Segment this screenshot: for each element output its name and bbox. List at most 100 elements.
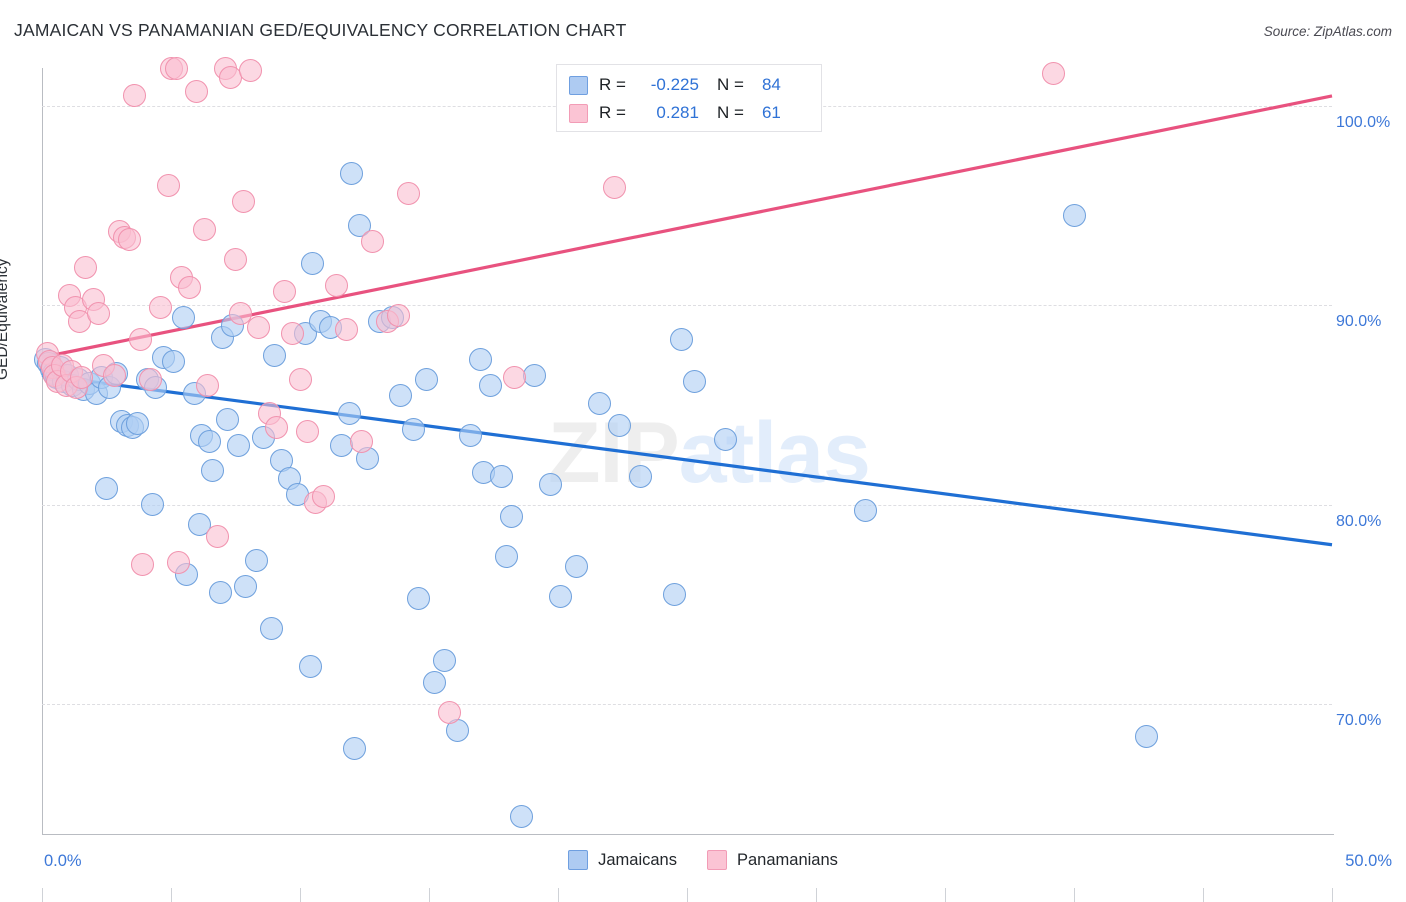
data-point-j[interactable] <box>389 383 413 407</box>
data-point-j[interactable] <box>608 413 632 437</box>
data-point-p[interactable] <box>265 415 289 439</box>
data-point-j[interactable] <box>714 427 738 451</box>
data-point-j[interactable] <box>670 327 694 351</box>
data-point-p[interactable] <box>167 551 191 575</box>
data-point-p[interactable] <box>288 367 312 391</box>
data-point-p[interactable] <box>177 275 201 299</box>
data-point-p[interactable] <box>74 255 98 279</box>
data-point-j[interactable] <box>208 581 232 605</box>
legend-item-panamanians[interactable]: Panamanians <box>706 850 838 870</box>
data-point-p[interactable] <box>438 700 462 724</box>
data-point-j[interactable] <box>172 305 196 329</box>
data-point-j[interactable] <box>432 648 456 672</box>
data-point-p[interactable] <box>128 327 152 351</box>
data-point-p[interactable] <box>350 429 374 453</box>
data-point-p[interactable] <box>193 218 217 242</box>
data-point-p[interactable] <box>1041 62 1065 86</box>
legend-label-panamanians: Panamanians <box>736 850 838 869</box>
data-point-j[interactable] <box>1134 724 1158 748</box>
data-point-p[interactable] <box>229 301 253 325</box>
data-point-j[interactable] <box>407 587 431 611</box>
y-axis-line <box>42 68 43 834</box>
data-point-p[interactable] <box>123 84 147 108</box>
data-point-j[interactable] <box>500 505 524 529</box>
data-point-j[interactable] <box>125 411 149 435</box>
data-point-j[interactable] <box>494 545 518 569</box>
data-point-j[interactable] <box>662 583 686 607</box>
data-point-p[interactable] <box>311 485 335 509</box>
data-point-p[interactable] <box>360 230 384 254</box>
data-point-j[interactable] <box>244 549 268 573</box>
data-point-p[interactable] <box>149 295 173 319</box>
data-point-p[interactable] <box>70 365 94 389</box>
data-point-p[interactable] <box>280 321 304 345</box>
data-point-j[interactable] <box>469 347 493 371</box>
data-point-j[interactable] <box>260 617 284 641</box>
data-point-p[interactable] <box>156 174 180 198</box>
x-axis-tick <box>945 888 946 902</box>
data-point-p[interactable] <box>239 58 263 82</box>
data-point-j[interactable] <box>414 367 438 391</box>
data-point-j[interactable] <box>262 343 286 367</box>
data-point-p[interactable] <box>296 419 320 443</box>
data-point-j[interactable] <box>458 423 482 447</box>
data-point-p[interactable] <box>603 176 627 200</box>
data-point-j[interactable] <box>337 401 361 425</box>
data-point-p[interactable] <box>138 367 162 391</box>
data-point-j[interactable] <box>853 499 877 523</box>
data-point-p[interactable] <box>205 525 229 549</box>
data-point-j[interactable] <box>683 369 707 393</box>
x-axis-tick <box>1203 888 1204 902</box>
data-point-p[interactable] <box>396 182 420 206</box>
data-point-j[interactable] <box>510 804 534 828</box>
data-point-j[interactable] <box>489 465 513 489</box>
data-point-j[interactable] <box>226 433 250 457</box>
data-point-j[interactable] <box>340 162 364 186</box>
data-point-p[interactable] <box>324 273 348 297</box>
data-point-j[interactable] <box>564 555 588 579</box>
data-point-j[interactable] <box>298 654 322 678</box>
data-point-j[interactable] <box>1062 204 1086 228</box>
data-point-j[interactable] <box>422 670 446 694</box>
data-point-j[interactable] <box>629 465 653 489</box>
trendline-jamaicans <box>41 373 1333 547</box>
legend-label-jamaicans: Jamaicans <box>598 850 677 869</box>
data-point-j[interactable] <box>479 373 503 397</box>
data-point-j[interactable] <box>141 493 165 517</box>
data-point-j[interactable] <box>342 736 366 760</box>
data-point-j[interactable] <box>587 391 611 415</box>
data-point-j[interactable] <box>329 433 353 457</box>
data-point-j[interactable] <box>234 575 258 599</box>
data-point-p[interactable] <box>273 279 297 303</box>
data-point-p[interactable] <box>87 301 111 325</box>
data-point-p[interactable] <box>164 56 188 80</box>
data-point-p[interactable] <box>185 80 209 104</box>
n-value-panamanians: 61 <box>761 103 781 122</box>
data-point-j[interactable] <box>200 459 224 483</box>
gridline-y <box>42 504 1332 506</box>
data-point-p[interactable] <box>502 365 526 389</box>
data-point-p[interactable] <box>386 303 410 327</box>
data-point-j[interactable] <box>523 363 547 387</box>
data-point-j[interactable] <box>402 417 426 441</box>
data-point-j[interactable] <box>162 349 186 373</box>
data-point-p[interactable] <box>118 228 142 252</box>
data-point-p[interactable] <box>231 190 255 214</box>
data-point-j[interactable] <box>216 407 240 431</box>
data-point-j[interactable] <box>538 473 562 497</box>
data-point-j[interactable] <box>187 513 211 537</box>
data-point-p[interactable] <box>131 553 155 577</box>
data-point-p[interactable] <box>334 317 358 341</box>
series-legend: Jamaicans Panamanians <box>0 850 1406 870</box>
data-point-p[interactable] <box>247 315 271 339</box>
gridline-y <box>42 704 1332 706</box>
data-point-p[interactable] <box>224 248 247 271</box>
data-point-p[interactable] <box>195 373 219 397</box>
legend-item-jamaicans[interactable]: Jamaicans <box>568 850 677 870</box>
data-point-p[interactable] <box>102 363 126 387</box>
data-point-j[interactable] <box>198 429 222 453</box>
data-point-j[interactable] <box>549 585 573 609</box>
data-point-j[interactable] <box>301 251 325 275</box>
data-point-j[interactable] <box>95 477 118 501</box>
